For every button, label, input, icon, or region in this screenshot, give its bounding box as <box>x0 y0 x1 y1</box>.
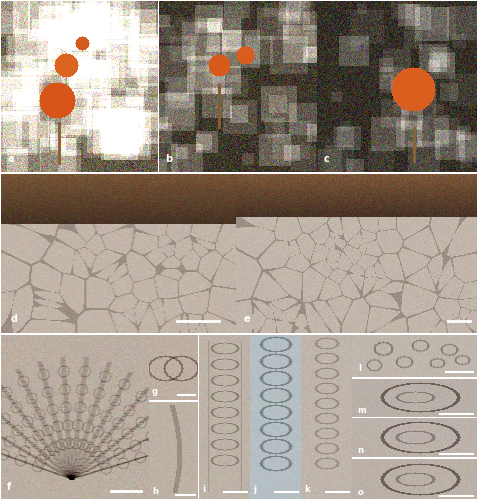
Text: d: d <box>11 314 17 324</box>
Text: h: h <box>152 487 158 496</box>
Text: n: n <box>357 446 363 455</box>
Text: a: a <box>7 154 14 164</box>
Text: b: b <box>165 154 172 164</box>
Text: l: l <box>358 364 361 373</box>
Text: e: e <box>243 314 250 324</box>
Text: o: o <box>357 488 363 496</box>
Text: f: f <box>7 482 11 492</box>
Text: c: c <box>324 154 329 164</box>
Text: j: j <box>253 485 256 494</box>
Text: m: m <box>357 406 366 415</box>
Text: k: k <box>304 485 310 494</box>
Text: i: i <box>202 485 205 494</box>
Text: g: g <box>152 387 158 396</box>
